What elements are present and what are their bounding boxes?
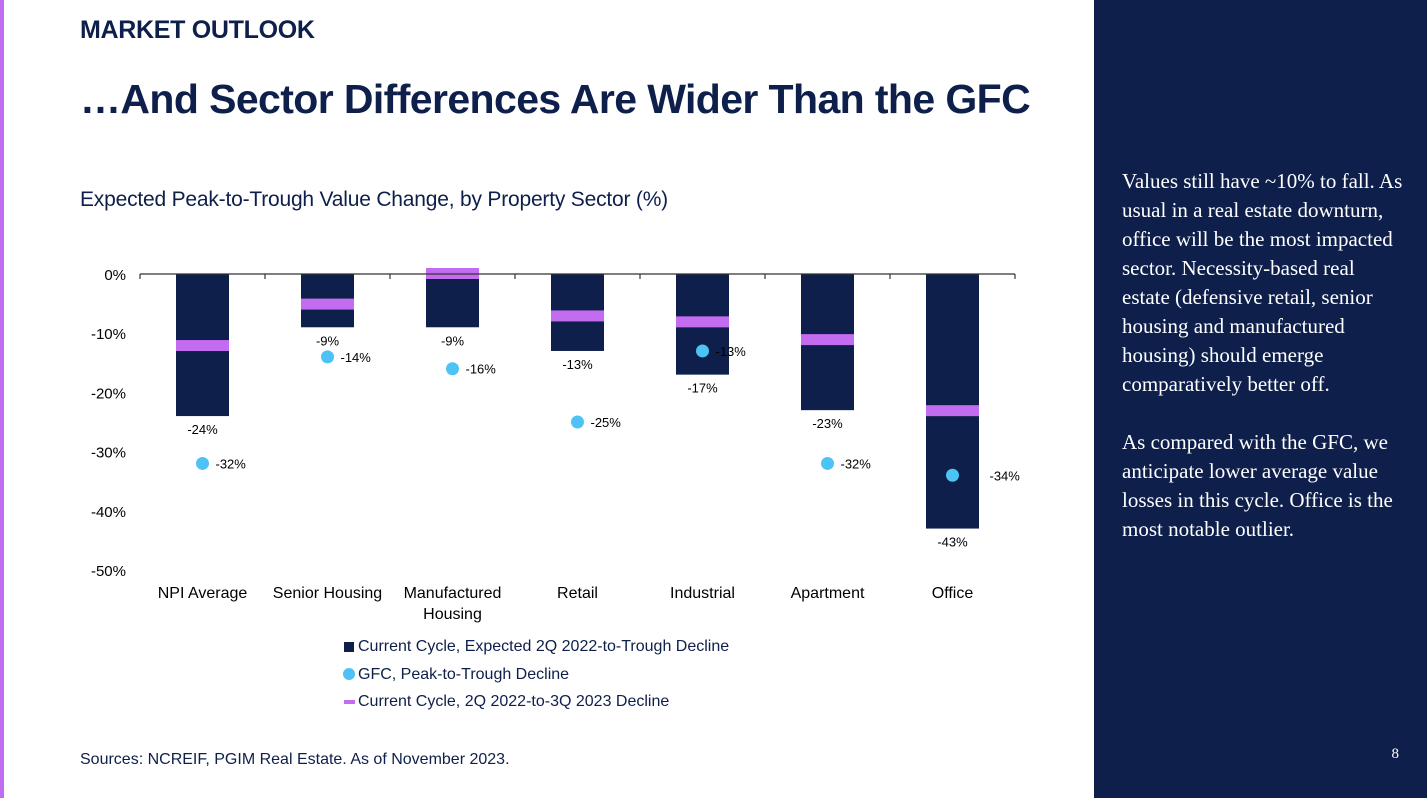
bar-data-label: -23% — [812, 416, 843, 431]
bar-data-label: -43% — [937, 535, 968, 550]
legend-swatch-line — [344, 700, 355, 704]
gfc-data-label: -32% — [841, 456, 872, 471]
side-paragraph-2: As compared with the GFC, we anticipate … — [1122, 430, 1393, 541]
decline-marker — [176, 340, 229, 352]
bar-data-label: -9% — [441, 333, 465, 348]
legend-swatch-bar — [344, 642, 354, 652]
gfc-data-label: -25% — [591, 415, 622, 430]
page-number: 8 — [1391, 746, 1400, 762]
decline-marker — [926, 405, 979, 417]
x-category-label: Office — [932, 585, 974, 602]
decline-marker — [801, 334, 854, 346]
legend-label: GFC, Peak-to-Trough Decline — [358, 665, 570, 683]
legend-item-current-cycle-3q2023: Current Cycle, 2Q 2022-to-3Q 2023 Declin… — [344, 691, 729, 719]
chart-title: Expected Peak-to-Trough Value Change, by… — [80, 188, 668, 211]
side-commentary: Values still have ~10% to fall. As usual… — [1122, 167, 1404, 573]
y-tick-label: -50% — [91, 563, 126, 580]
legend-label: Current Cycle, Expected 2Q 2022-to-Troug… — [358, 638, 730, 655]
legend-label: Current Cycle, 2Q 2022-to-3Q 2023 Declin… — [358, 693, 670, 710]
x-category-label: Housing — [423, 606, 482, 623]
decline-marker — [301, 298, 354, 310]
bar-data-label: -17% — [687, 381, 718, 396]
x-category-label: NPI Average — [158, 585, 248, 602]
bar-chart: 0% -10% -20% -30% -40% -50% -24% -32% NPI Averag… — [91, 267, 1021, 623]
slide-title: …And Sector Differences Are Wider Than t… — [80, 76, 1031, 122]
left-accent-bar — [0, 0, 4, 798]
y-tick-label: -30% — [91, 445, 126, 462]
y-tick-label: -40% — [91, 504, 126, 521]
legend-item-gfc: GFC, Peak-to-Trough Decline — [343, 664, 729, 692]
bar-data-label: -24% — [187, 422, 218, 437]
x-category-label: Retail — [557, 585, 598, 602]
y-tick-label: -20% — [91, 385, 126, 402]
section-eyebrow: MARKET OUTLOOK — [80, 16, 315, 44]
y-tick-label: -10% — [91, 326, 126, 343]
x-category-label: Industrial — [670, 585, 735, 602]
gfc-point — [946, 468, 959, 482]
bar — [426, 274, 479, 328]
y-tick-label: 0% — [104, 267, 126, 284]
chart-legend: Current Cycle, Expected 2Q 2022-to-Troug… — [343, 636, 729, 719]
side-paragraph-1: Values still have ~10% to fall. As usual… — [1122, 169, 1403, 396]
side-panel: Values still have ~10% to fall. As usual… — [1094, 0, 1427, 798]
bar — [926, 274, 979, 529]
x-category-label: Manufactured — [404, 585, 502, 602]
decline-marker — [551, 310, 604, 322]
gfc-point — [196, 456, 209, 470]
gfc-point — [446, 362, 459, 376]
decline-marker — [676, 316, 729, 328]
x-category-label: Apartment — [791, 585, 865, 602]
legend-item-current-cycle-trough: Current Cycle, Expected 2Q 2022-to-Troug… — [344, 636, 729, 664]
sources-note: Sources: NCREIF, PGIM Real Estate. As of… — [80, 751, 510, 768]
gfc-data-label: -13% — [716, 344, 747, 359]
gfc-data-label: -14% — [341, 350, 372, 365]
gfc-data-label: -32% — [216, 456, 247, 471]
bar-data-label: -9% — [316, 333, 340, 348]
gfc-point — [821, 456, 834, 470]
bar-data-label: -13% — [562, 357, 593, 372]
legend-swatch-dot — [343, 667, 355, 680]
gfc-data-label: -34% — [990, 468, 1021, 483]
gfc-point — [321, 350, 334, 364]
gfc-point — [571, 415, 584, 429]
gfc-data-label: -16% — [466, 362, 497, 377]
x-category-label: Senior Housing — [273, 585, 382, 602]
gfc-point — [696, 344, 709, 358]
